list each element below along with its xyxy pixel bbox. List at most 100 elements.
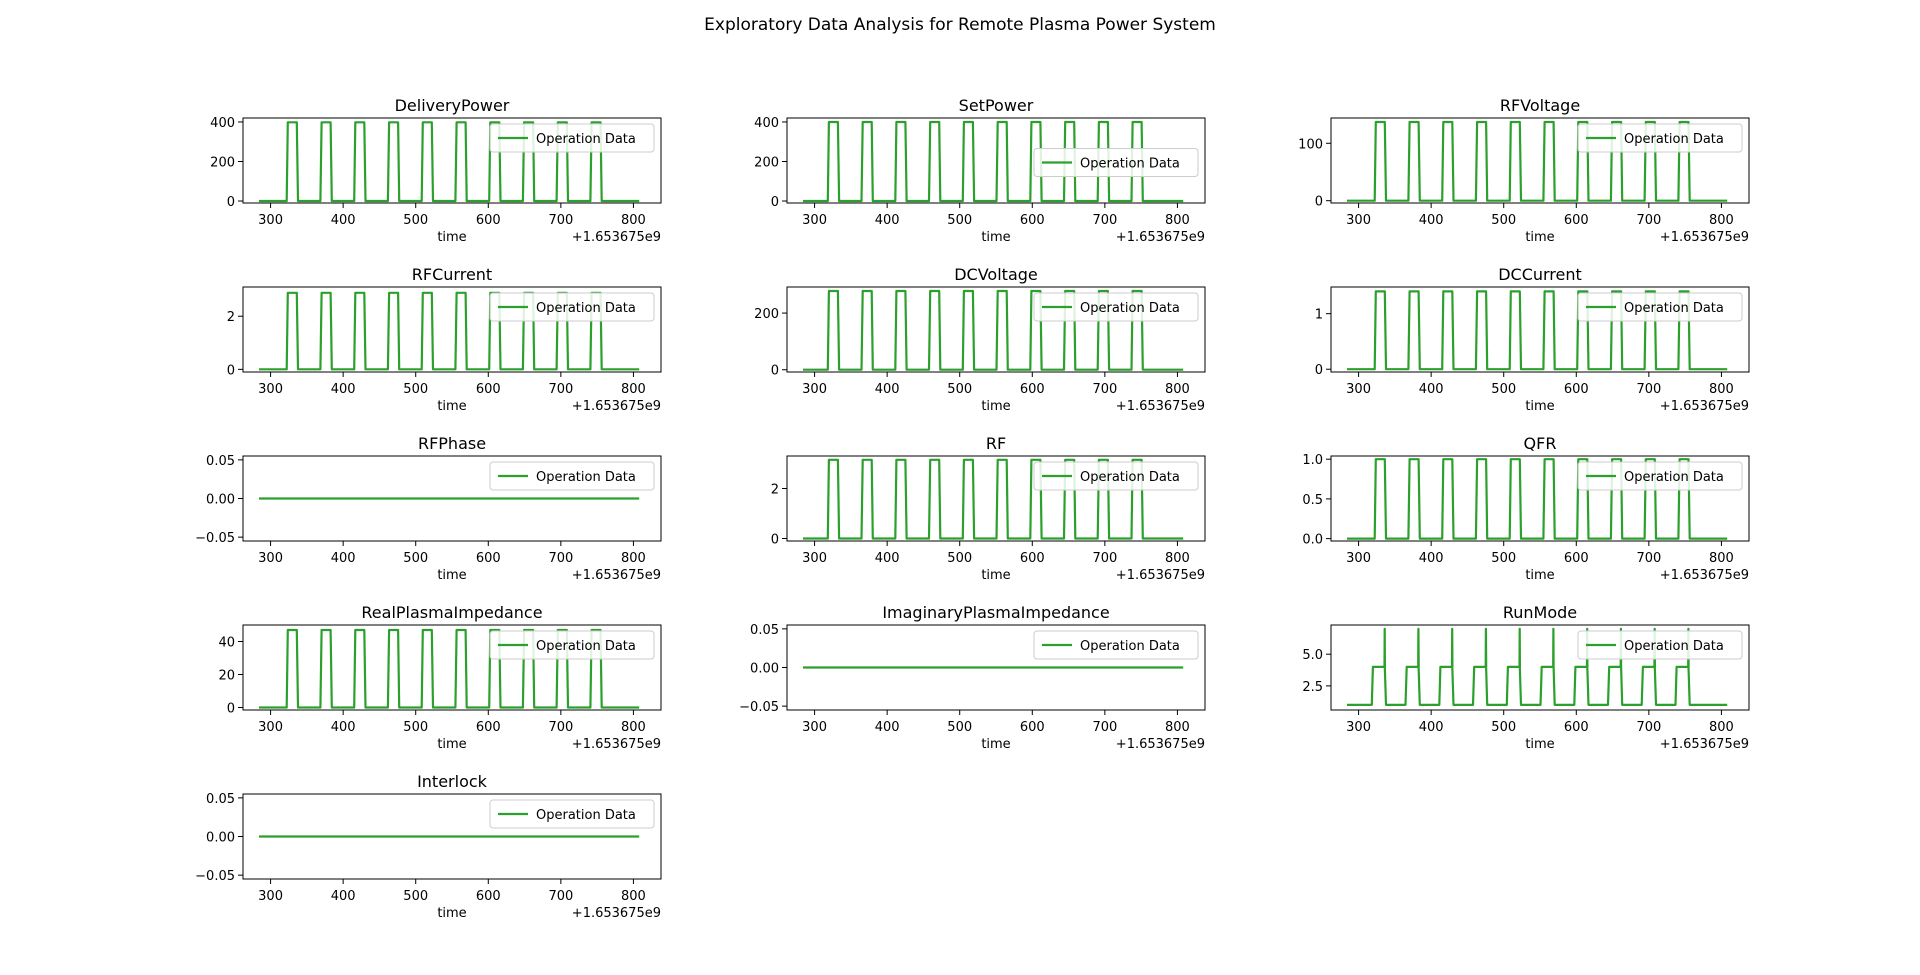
x-tick-label: 400	[331, 213, 356, 228]
x-tick-label: 500	[947, 720, 972, 735]
x-tick-label: 400	[1419, 720, 1444, 735]
y-tick-label: 0	[227, 702, 235, 717]
x-tick-label: 300	[802, 213, 827, 228]
x-axis-label: time	[1525, 230, 1554, 245]
y-tick-label: 0.05	[206, 792, 235, 807]
legend-label: Operation Data	[1624, 301, 1724, 316]
legend-label: Operation Data	[536, 808, 636, 823]
x-tick-label: 700	[1636, 213, 1661, 228]
y-tick-label: 2	[771, 483, 779, 498]
subplot-title: RFVoltage	[1500, 96, 1580, 115]
axes-frame	[1330, 624, 1750, 711]
x-tick-label: 600	[1564, 382, 1589, 397]
y-tick-label: 200	[210, 155, 235, 170]
legend: Operation Data	[1577, 123, 1743, 153]
series-line-operation-data	[1347, 458, 1728, 540]
subplot-qfr: QFR 300 400 500 600 700 800 0.0 0.5 1.0 time +1.653…	[1302, 434, 1750, 583]
x-axis-label: time	[981, 737, 1010, 752]
x-tick-label: 500	[947, 382, 972, 397]
legend: Operation Data	[1577, 461, 1743, 491]
x-tick-label: 300	[258, 382, 283, 397]
x-tick-label: 300	[258, 720, 283, 735]
legend: Operation Data	[489, 461, 655, 491]
y-tick-label: 1	[1315, 308, 1323, 323]
x-tick-label: 800	[621, 551, 646, 566]
y-tick-label: 0	[771, 533, 779, 548]
y-tick-label: 0	[1315, 363, 1323, 378]
legend-box	[489, 123, 655, 153]
x-axis-offset: +1.653675e9	[1116, 568, 1205, 583]
x-tick-label: 800	[1709, 551, 1734, 566]
x-tick-label: 500	[947, 213, 972, 228]
x-tick-label: 300	[1346, 720, 1371, 735]
x-tick-label: 700	[548, 720, 573, 735]
subplot-rfcurrent: RFCurrent 300 400 500 600 700 800 0 2 time +1.6536…	[227, 265, 662, 414]
subplot-deliverypower: DeliveryPower 300 400 500 600 700 800 0 200 400 ti…	[210, 96, 662, 245]
subplot-title: DCVoltage	[954, 265, 1038, 284]
y-tick-label: 2.5	[1302, 680, 1323, 695]
x-tick-label: 400	[875, 551, 900, 566]
y-tick-label: 400	[754, 116, 779, 131]
x-tick-label: 300	[802, 382, 827, 397]
y-tick-label: 0.5	[1302, 493, 1323, 508]
x-tick-label: 700	[548, 889, 573, 904]
y-tick-label: 0.00	[750, 662, 779, 677]
x-tick-label: 400	[875, 213, 900, 228]
legend-box	[1577, 461, 1743, 491]
x-axis-offset: +1.653675e9	[572, 399, 661, 414]
y-tick-label: 0	[227, 195, 235, 210]
axes-frame	[242, 624, 662, 711]
legend: Operation Data	[489, 799, 655, 829]
legend-box	[1033, 630, 1199, 660]
subplot-title: Interlock	[417, 772, 488, 791]
legend-box	[1577, 630, 1743, 660]
subplot-realplasmaimpedance: RealPlasmaImpedance 300 400 500 600 700 800 0 20…	[218, 603, 662, 752]
legend: Operation Data	[1033, 630, 1199, 660]
x-axis-label: time	[981, 230, 1010, 245]
legend-label: Operation Data	[536, 470, 636, 485]
x-axis-offset: +1.653675e9	[572, 906, 661, 921]
y-tick-label: 0	[771, 195, 779, 210]
legend: Operation Data	[1033, 292, 1199, 322]
subplot-title: SetPower	[959, 96, 1034, 115]
x-tick-label: 400	[331, 720, 356, 735]
axes-frame	[1330, 117, 1750, 204]
x-tick-label: 800	[621, 382, 646, 397]
x-tick-label: 700	[1636, 551, 1661, 566]
x-tick-label: 300	[258, 889, 283, 904]
series-line-operation-data	[1347, 120, 1728, 202]
y-tick-label: 5.0	[1302, 648, 1323, 663]
legend-box	[1577, 292, 1743, 322]
legend-box	[489, 799, 655, 829]
subplot-runmode: RunMode 300 400 500 600 700 800 2.5 5.0 time +1.65…	[1302, 603, 1750, 752]
x-tick-label: 600	[1564, 213, 1589, 228]
subplot-rf: RF 300 400 500 600 700 800 0 2 time +1.653675e9 Ope…	[771, 434, 1206, 583]
x-tick-label: 500	[1491, 213, 1516, 228]
subplot-rfphase: RFPhase 300 400 500 600 700 800 0.05 0.00 −0.05 ti…	[195, 434, 662, 583]
x-tick-label: 500	[1491, 382, 1516, 397]
figure-title: Exploratory Data Analysis for Remote Pla…	[704, 15, 1216, 35]
legend-label: Operation Data	[1624, 132, 1724, 147]
x-tick-label: 300	[1346, 382, 1371, 397]
axes-frame	[1330, 286, 1750, 373]
y-tick-label: 1.0	[1302, 453, 1323, 468]
x-axis-offset: +1.653675e9	[572, 568, 661, 583]
x-tick-label: 300	[258, 551, 283, 566]
x-tick-label: 700	[1092, 213, 1117, 228]
x-axis-offset: +1.653675e9	[1660, 737, 1749, 752]
y-tick-label: 400	[210, 116, 235, 131]
legend: Operation Data	[489, 292, 655, 322]
legend-label: Operation Data	[536, 639, 636, 654]
x-tick-label: 600	[476, 551, 501, 566]
x-axis-label: time	[1525, 737, 1554, 752]
x-axis-label: time	[1525, 568, 1554, 583]
y-tick-label: 200	[754, 307, 779, 322]
axes-frame	[786, 117, 1206, 204]
x-tick-label: 600	[1020, 551, 1045, 566]
x-tick-label: 700	[548, 382, 573, 397]
x-tick-label: 300	[258, 213, 283, 228]
x-tick-label: 400	[875, 720, 900, 735]
x-tick-label: 500	[947, 551, 972, 566]
x-tick-label: 400	[331, 551, 356, 566]
